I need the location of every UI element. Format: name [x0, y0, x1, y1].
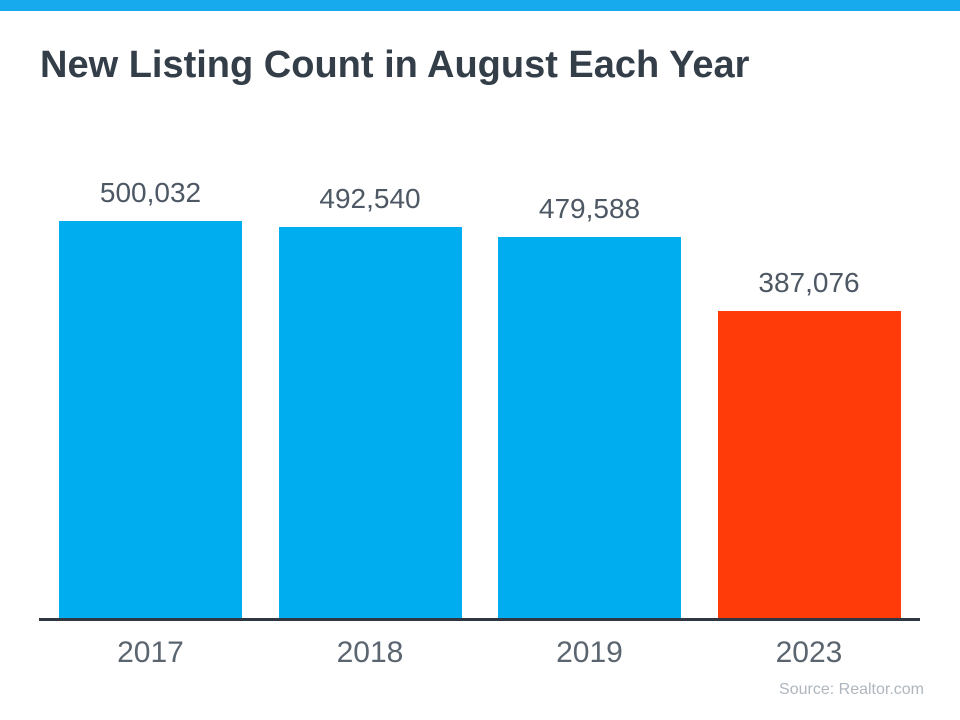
bar-2017: [59, 221, 242, 618]
x-tick-label-2019: 2019: [556, 636, 623, 669]
source-note: Source: Realtor.com: [779, 681, 924, 698]
bar-2018: [278, 227, 462, 618]
x-tick-label-2023: 2023: [775, 636, 843, 669]
chart-title: New Listing Count in August Each Year: [40, 44, 750, 86]
bar-value-label-2023: 387,076: [758, 267, 860, 298]
x-axis-line: [39, 618, 920, 621]
x-tick-label-2017: 2017: [117, 636, 184, 669]
bar-value-label-2017: 500,032: [99, 177, 202, 208]
bar-2023: [717, 311, 901, 618]
bar-value-label-2019: 479,588: [538, 193, 641, 224]
top-accent-bar: [0, 0, 960, 11]
x-tick-label-2018: 2018: [336, 636, 404, 669]
bar-value-label-2018: 492,540: [319, 183, 421, 214]
bar-2019: [498, 237, 681, 618]
